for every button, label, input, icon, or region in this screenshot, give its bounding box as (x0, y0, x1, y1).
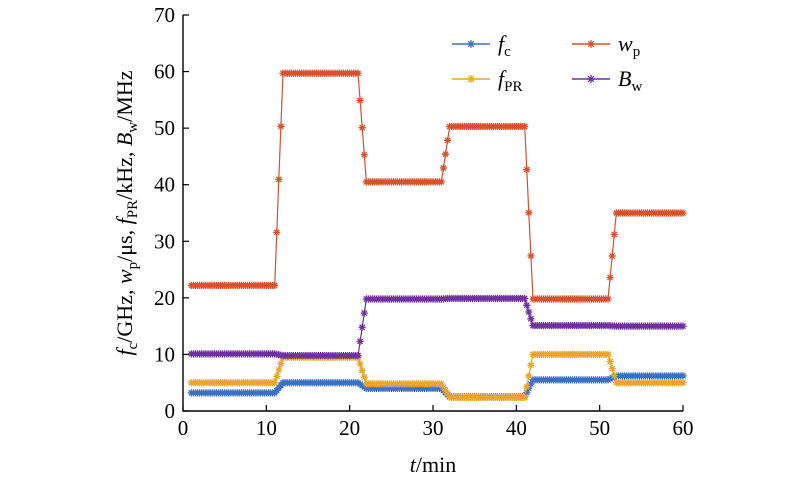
data-point (360, 373, 368, 381)
data-point (356, 337, 364, 346)
data-point (354, 351, 362, 360)
data-point (443, 390, 452, 398)
data-point (354, 69, 362, 77)
x-tick-label: 50 (589, 416, 610, 440)
data-point (606, 357, 614, 366)
data-point (527, 361, 535, 369)
data-point (610, 372, 618, 380)
data-point (523, 383, 531, 391)
axes: 0 10 20 30 40 50 60 0 10 20 30 40 50 60 70 t/min fc/GHz,… (112, 3, 694, 477)
data-point (439, 164, 448, 172)
data-point (606, 375, 614, 383)
data-point (358, 323, 366, 331)
y-tick-label: 10 (154, 342, 175, 366)
data-point (608, 364, 616, 373)
data-point (356, 96, 364, 105)
y-tick-label: 60 (154, 60, 175, 84)
data-point (277, 360, 285, 368)
data-point (527, 315, 535, 323)
data-point (527, 252, 535, 260)
data-point (521, 294, 529, 303)
data-point (521, 122, 529, 131)
data-point (277, 122, 285, 130)
x-tick-label: 30 (423, 416, 444, 440)
legend-item-fc: fc (452, 31, 511, 60)
data-point (443, 136, 452, 144)
x-tick-label: 0 (178, 416, 189, 440)
data-point (441, 387, 450, 395)
x-tick-label: 10 (256, 416, 277, 440)
data-point (271, 379, 279, 387)
y-tick-label: 50 (154, 116, 175, 140)
legend-marker (467, 40, 475, 48)
data-point (275, 366, 283, 374)
data-point (679, 379, 687, 387)
data-point (679, 209, 687, 217)
data-point (604, 350, 612, 359)
y-axis-title: fc/GHz, wp/μs, fPR/kHz, Bw/MHz (112, 70, 141, 355)
y-tick-label: 30 (154, 229, 175, 253)
legend-label: fc (498, 31, 511, 60)
legend-label: wp (618, 31, 640, 60)
series-bw (187, 294, 687, 360)
data-point (356, 360, 364, 368)
data-point (679, 372, 687, 380)
data-point (437, 380, 445, 388)
series-line (191, 72, 683, 300)
data-point (275, 175, 283, 183)
legend-item-wp: wp (572, 31, 640, 60)
data-point (439, 383, 448, 391)
legend-label: Bw (618, 66, 642, 95)
data-point (358, 366, 366, 375)
data-point (441, 150, 450, 158)
data-point (604, 376, 612, 384)
data-point (608, 252, 616, 260)
data-point (525, 372, 533, 380)
x-axis-title: t/min (410, 452, 456, 477)
data-point (358, 123, 366, 132)
data-point (679, 322, 687, 330)
data-point (527, 380, 535, 388)
data-point (360, 309, 368, 317)
legend-label: fPR (498, 66, 522, 95)
legend-marker (587, 40, 595, 48)
legend: fc wp fPR Bw (452, 31, 642, 95)
y-tick-label: 20 (154, 286, 175, 310)
y-tick-label: 70 (154, 3, 175, 27)
data-point (273, 228, 281, 236)
data-point (437, 178, 445, 186)
x-tick-label: 60 (673, 416, 694, 440)
data-point (610, 230, 618, 239)
legend-item-bw: Bw (572, 66, 642, 95)
y-tick-label: 0 (165, 399, 176, 423)
data-point (360, 151, 368, 159)
data-point (273, 372, 281, 380)
legend-item-fpr: fPR (452, 66, 522, 95)
series-layer (187, 69, 687, 402)
y-tick-label: 40 (154, 173, 175, 197)
data-point (523, 389, 531, 397)
data-point (521, 393, 529, 402)
data-point (523, 301, 531, 309)
data-point (525, 308, 533, 316)
data-point (523, 165, 531, 174)
data-point (604, 295, 612, 303)
series-wp (187, 69, 687, 303)
data-point (606, 273, 614, 282)
data-point (525, 209, 533, 217)
x-tick-label: 20 (339, 416, 360, 440)
x-tick-label: 40 (506, 416, 527, 440)
data-point (271, 281, 279, 290)
legend-marker (467, 75, 475, 83)
legend-marker (587, 75, 595, 83)
